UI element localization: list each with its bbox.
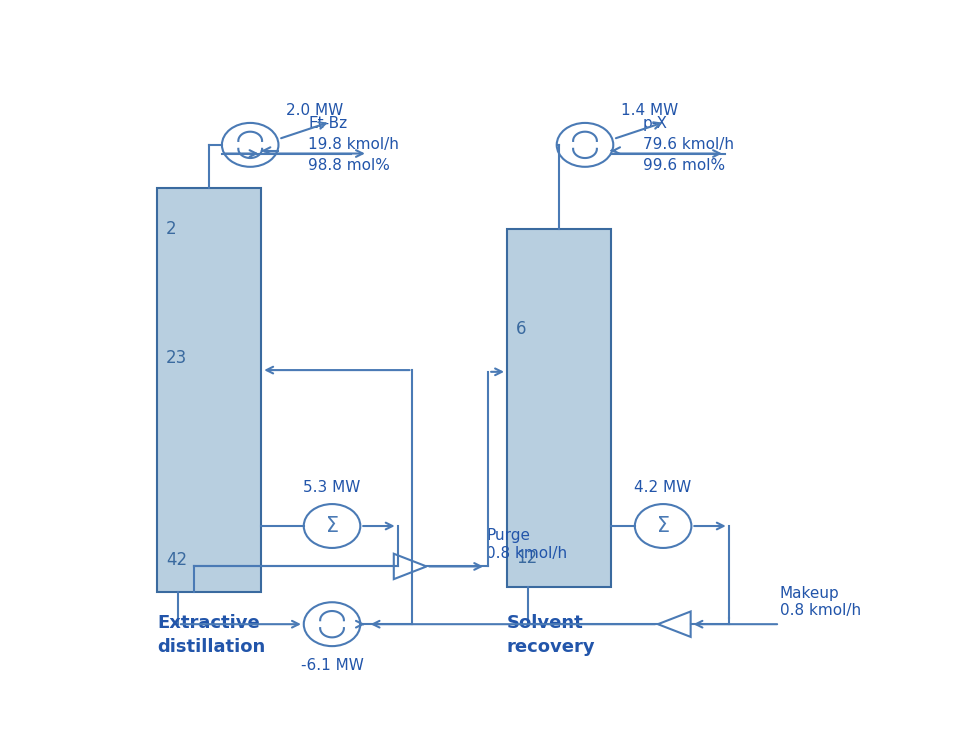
Bar	[507, 229, 611, 586]
Text: p-X
79.6 kmol/h
99.6 mol%: p-X 79.6 kmol/h 99.6 mol%	[643, 116, 734, 173]
Text: 2: 2	[166, 220, 177, 238]
Text: Et-Bz
19.8 kmol/h
98.8 mol%: Et-Bz 19.8 kmol/h 98.8 mol%	[308, 116, 399, 173]
Text: 1.4 MW: 1.4 MW	[621, 103, 678, 118]
Bar	[157, 188, 261, 592]
Text: 12: 12	[516, 549, 537, 567]
Text: 42: 42	[166, 551, 187, 569]
Text: 5.3 MW: 5.3 MW	[303, 481, 361, 496]
Text: 23: 23	[166, 349, 187, 367]
Text: 4.2 MW: 4.2 MW	[635, 481, 692, 496]
Text: 6: 6	[516, 320, 526, 338]
Text: 2.0 MW: 2.0 MW	[286, 103, 343, 118]
Text: $\Sigma$: $\Sigma$	[657, 516, 670, 536]
Text: Extractive
distillation: Extractive distillation	[157, 614, 266, 656]
Text: Solvent
recovery: Solvent recovery	[507, 614, 595, 656]
Text: -6.1 MW: -6.1 MW	[300, 658, 364, 673]
Text: $\Sigma$: $\Sigma$	[325, 516, 339, 536]
Text: Purge
0.8 kmol/h: Purge 0.8 kmol/h	[486, 528, 567, 561]
Text: Makeup
0.8 kmol/h: Makeup 0.8 kmol/h	[780, 586, 861, 619]
